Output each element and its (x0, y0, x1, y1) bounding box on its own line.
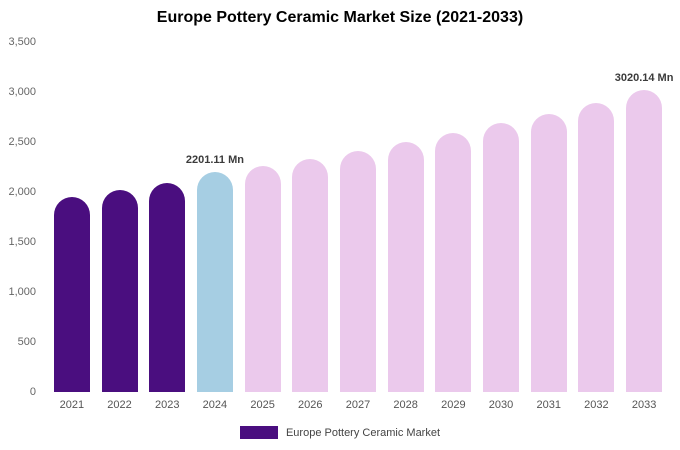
bar-slot-2021 (48, 42, 96, 392)
legend-label: Europe Pottery Ceramic Market (285, 426, 441, 439)
y-axis-label: 3,500 (8, 36, 36, 48)
x-axis-label: 2033 (631, 399, 657, 411)
bar-rect (387, 142, 424, 392)
bar-rect (196, 171, 233, 392)
bar-rect (483, 123, 520, 392)
y-axis: 0 500 1,000 1,500 2,000 2,500 3,000 3,500 (0, 36, 38, 398)
bar-rect (578, 103, 615, 392)
bar-slot-2025 (239, 42, 287, 392)
bar-rect (530, 114, 567, 392)
bar-slot-2028 (382, 42, 430, 392)
bar-rect (292, 159, 329, 392)
bar-slot-2023 (143, 42, 191, 392)
x-axis-label: 2032 (584, 399, 609, 411)
chart-title: Europe Pottery Ceramic Market Size (2021… (156, 9, 524, 26)
y-axis-label: 500 (17, 336, 36, 348)
legend: Europe Pottery Ceramic Market (0, 426, 680, 439)
bar-rect (339, 151, 376, 392)
x-axis-label: 2024 (202, 399, 228, 411)
bar-slot-2031 (525, 42, 573, 392)
x-axis-label: 2028 (393, 399, 418, 411)
y-axis-label: 2,500 (8, 136, 36, 148)
y-axis-label: 2,000 (8, 186, 36, 198)
bar-rect (101, 190, 138, 392)
bar-rect (53, 197, 90, 392)
bar-rect (626, 90, 663, 392)
x-axis-label: 2030 (488, 399, 514, 411)
bar-rect (244, 166, 281, 392)
x-axis: 2021 2022 2023 2024 2025 2026 2027 2028 2029 2030… (44, 399, 672, 411)
bar-slot-2024: 2201.11 Mn (186, 42, 244, 392)
x-axis-label: 2026 (298, 399, 323, 411)
x-axis-label: 2029 (441, 399, 466, 411)
bar-slot-2026 (286, 42, 334, 392)
legend-swatch (239, 426, 278, 439)
x-axis-label: 2031 (536, 399, 561, 411)
plot-area: 2201.11 Mn 3020.14 Mn (44, 42, 673, 392)
x-axis-label: 2023 (154, 399, 180, 411)
x-axis-label: 2027 (345, 399, 371, 411)
bar-rect (149, 183, 186, 392)
bar-slot-2029 (430, 42, 478, 392)
y-axis-label: 3,000 (8, 86, 36, 98)
bar-slot-2032 (573, 42, 621, 392)
bar-slot-2033: 3020.14 Mn (615, 42, 673, 392)
bar-value-label: 3020.14 Mn (614, 72, 674, 84)
bar-rect (435, 133, 472, 392)
bar-slot-2027 (334, 42, 382, 392)
y-axis-label: 1,000 (8, 286, 36, 298)
y-axis-label: 1,500 (8, 236, 36, 248)
y-axis-label: 0 (29, 386, 36, 398)
x-axis-label: 2022 (107, 399, 132, 411)
x-axis-label: 2021 (59, 399, 85, 411)
bar-value-label: 2201.11 Mn (185, 153, 244, 166)
bar-slot-2022 (96, 42, 144, 392)
x-axis-label: 2025 (250, 399, 275, 411)
bar-slot-2030 (477, 42, 525, 392)
